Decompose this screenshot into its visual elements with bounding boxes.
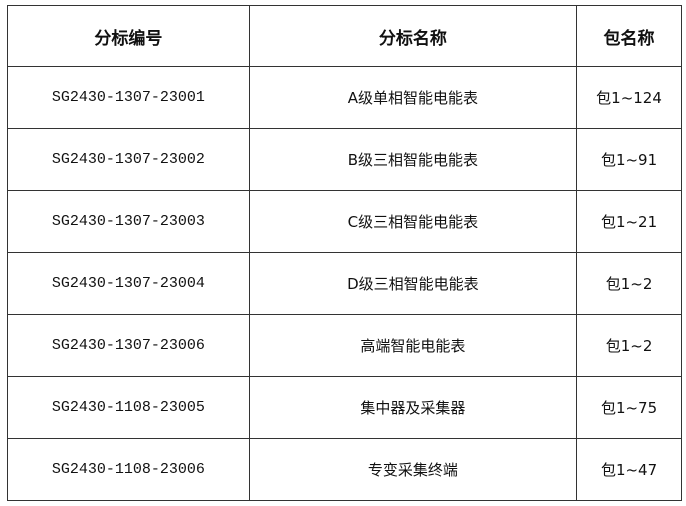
table-row: SG2430-1307-23001 A级单相智能电能表 包1~124 [7, 66, 682, 129]
section-name-cell: D级三相智能电能表 [248, 252, 578, 315]
section-code-cell: SG2430-1307-23001 [7, 66, 250, 129]
section-name-cell: 集中器及采集器 [248, 376, 578, 439]
section-code-cell: SG2430-1307-23003 [7, 190, 250, 253]
section-code-cell: SG2430-1307-23002 [7, 128, 250, 191]
header-section-code: 分标编号 [7, 5, 250, 67]
table-row: SG2430-1307-23002 B级三相智能电能表 包1~91 [7, 128, 682, 191]
section-name-cell: A级单相智能电能表 [248, 66, 578, 129]
package-name-cell: 包1~75 [576, 376, 682, 439]
section-name-cell: 高端智能电能表 [248, 314, 578, 377]
package-name-cell: 包1~91 [576, 128, 682, 191]
table-row: SG2430-1307-23006 高端智能电能表 包1~2 [7, 314, 682, 377]
package-name-cell: 包1~2 [576, 314, 682, 377]
table-row: SG2430-1307-23003 C级三相智能电能表 包1~21 [7, 190, 682, 253]
section-code-cell: SG2430-1307-23006 [7, 314, 250, 377]
header-section-name: 分标名称 [248, 5, 578, 67]
package-name-cell: 包1~21 [576, 190, 682, 253]
section-code-cell: SG2430-1108-23006 [7, 438, 250, 501]
section-code-cell: SG2430-1307-23004 [7, 252, 250, 315]
table-row: SG2430-1108-23005 集中器及采集器 包1~75 [7, 376, 682, 439]
table-row: SG2430-1108-23006 专变采集终端 包1~47 [7, 438, 682, 501]
section-name-cell: C级三相智能电能表 [248, 190, 578, 253]
package-name-cell: 包1~2 [576, 252, 682, 315]
package-name-cell: 包1~47 [576, 438, 682, 501]
section-name-cell: B级三相智能电能表 [248, 128, 578, 191]
package-name-cell: 包1~124 [576, 66, 682, 129]
section-code-cell: SG2430-1108-23005 [7, 376, 250, 439]
bid-sections-table: 分标编号 分标名称 包名称 SG2430-1307-23001 A级单相智能电能表… [7, 5, 682, 501]
table-row: SG2430-1307-23004 D级三相智能电能表 包1~2 [7, 252, 682, 315]
header-package-name: 包名称 [576, 5, 682, 67]
table-header-row: 分标编号 分标名称 包名称 [7, 5, 682, 67]
section-name-cell: 专变采集终端 [248, 438, 578, 501]
